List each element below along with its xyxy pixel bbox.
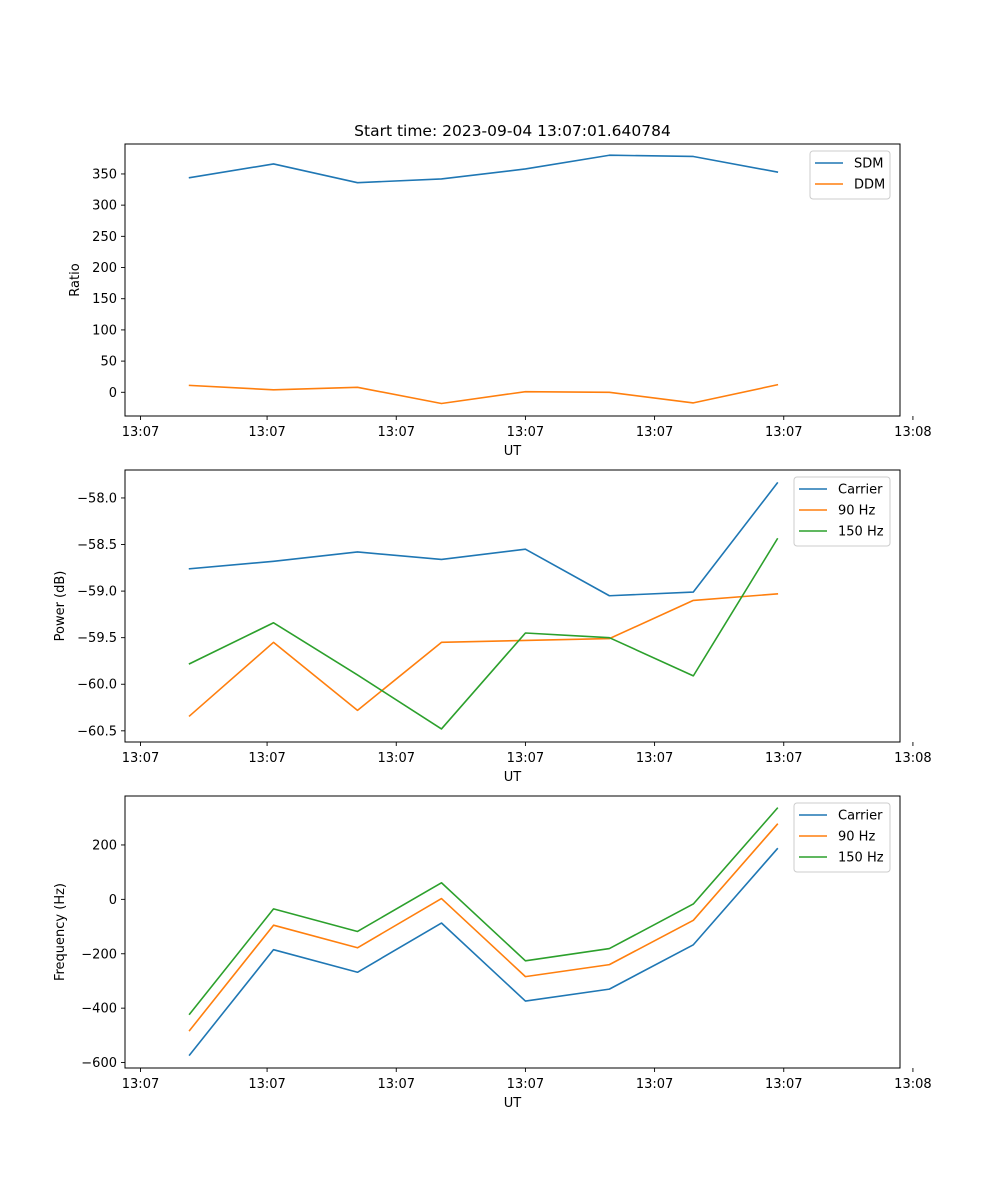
y-tick-label: 150 xyxy=(92,292,117,307)
series-line-sdm xyxy=(188,154,779,184)
y-tick-label: −59.0 xyxy=(77,585,117,600)
x-tick-label: 13:08 xyxy=(894,751,931,766)
legend-box xyxy=(793,476,891,547)
x-tick-label: 13:07 xyxy=(765,425,802,440)
series-line-150-hz xyxy=(188,807,779,1016)
x-tick-label: 13:07 xyxy=(122,425,159,440)
legend-box xyxy=(793,802,891,873)
y-tick-label: −200 xyxy=(81,947,117,962)
legend-label-sdm: SDM xyxy=(854,157,883,172)
y-tick-label: −400 xyxy=(81,1002,117,1017)
chart-panel-3: 13:07 13:07 13:07 13:07 13:07 13:07 13:08 −600 −… xyxy=(53,795,932,1111)
x-axis-label: UT xyxy=(504,770,522,785)
y-tick-label: −58.0 xyxy=(77,491,117,506)
x-tick-label: 13:07 xyxy=(378,1077,415,1092)
x-tick-label: 13:07 xyxy=(122,751,159,766)
x-tick-label: 13:07 xyxy=(765,751,802,766)
legend: SDM DDM xyxy=(809,150,891,200)
y-tick-label: 300 xyxy=(92,199,117,214)
series-line-150-hz xyxy=(188,537,779,730)
y-axis-label: Power (dB) xyxy=(53,571,68,642)
y-tick-label: 50 xyxy=(100,355,117,370)
chart-panel-2: 13:07 13:07 13:07 13:07 13:07 13:07 13:08 −60.5… xyxy=(53,469,932,785)
series-line-carrier xyxy=(188,481,779,597)
x-tick-label: 13:07 xyxy=(765,1077,802,1092)
y-tick-label: 350 xyxy=(92,167,117,182)
y-tick-label: −59.5 xyxy=(77,631,117,646)
y-tick-label: 250 xyxy=(92,230,117,245)
x-tick-label: 13:07 xyxy=(636,425,673,440)
series-line-carrier xyxy=(188,847,779,1057)
y-tick-label: 200 xyxy=(92,838,117,853)
legend-label-carrier: Carrier xyxy=(838,809,883,824)
x-tick-label: 13:07 xyxy=(507,1077,544,1092)
y-tick-label: −58.5 xyxy=(77,538,117,553)
x-tick-label: 13:07 xyxy=(378,425,415,440)
x-tick-label: 13:07 xyxy=(122,1077,159,1092)
x-axis-label: UT xyxy=(504,444,522,459)
y-tick-label: 0 xyxy=(109,386,117,401)
x-tick-label: 13:07 xyxy=(248,751,285,766)
y-tick-label: 100 xyxy=(92,323,117,338)
chart-panel-1: Start time: 2023-09-04 13:07:01.640784 13… xyxy=(68,122,932,459)
x-tick-label: 13:07 xyxy=(636,751,673,766)
x-tick-label: 13:07 xyxy=(507,751,544,766)
y-axis-label: Ratio xyxy=(68,263,83,296)
y-axis-label: Frequency (Hz) xyxy=(53,883,68,981)
axes-frame xyxy=(124,469,901,743)
axes-frame xyxy=(124,143,901,417)
x-tick-label: 13:07 xyxy=(248,1077,285,1092)
y-tick-label: −600 xyxy=(81,1056,117,1071)
x-tick-label: 13:08 xyxy=(894,425,931,440)
legend-label-90-hz: 90 Hz xyxy=(838,504,875,519)
y-tick-label: −60.0 xyxy=(77,678,117,693)
legend-label-150-hz: 150 Hz xyxy=(838,525,884,540)
y-tick-label: 0 xyxy=(109,893,117,908)
y-tick-label: 200 xyxy=(92,261,117,276)
legend-label-150-hz: 150 Hz xyxy=(838,851,884,866)
x-axis-label: UT xyxy=(504,1096,522,1111)
series-line-90-hz xyxy=(188,593,779,718)
x-tick-label: 13:07 xyxy=(248,425,285,440)
chart-title: Start time: 2023-09-04 13:07:01.640784 xyxy=(354,122,671,140)
series-line-ddm xyxy=(188,383,779,405)
legend: Carrier 90 Hz 150 Hz xyxy=(793,476,891,547)
x-tick-label: 13:07 xyxy=(378,751,415,766)
legend: Carrier 90 Hz 150 Hz xyxy=(793,802,891,873)
y-tick-label: −60.5 xyxy=(77,724,117,739)
x-tick-label: 13:07 xyxy=(636,1077,673,1092)
x-tick-label: 13:07 xyxy=(507,425,544,440)
legend-label-carrier: Carrier xyxy=(838,483,883,498)
axes-frame xyxy=(124,795,901,1069)
x-tick-label: 13:08 xyxy=(894,1077,931,1092)
legend-label-ddm: DDM xyxy=(854,178,885,193)
series-line-90-hz xyxy=(188,823,779,1032)
legend-label-90-hz: 90 Hz xyxy=(838,830,875,845)
